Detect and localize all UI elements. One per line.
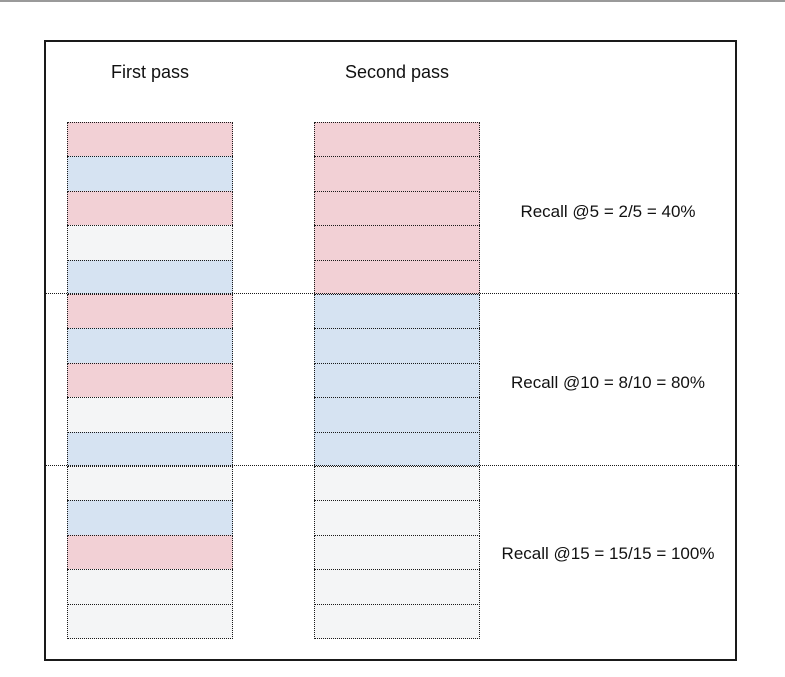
second-pass-column: [314, 122, 480, 640]
result-cell-partial: [314, 362, 480, 399]
result-cell-relevant: [314, 190, 480, 227]
result-cell-irrelevant: [67, 397, 233, 434]
first-pass-column: [67, 122, 233, 640]
result-cell-partial: [67, 156, 233, 193]
divider-at-10: [46, 465, 739, 466]
result-cell-irrelevant: [314, 466, 480, 502]
result-cell-irrelevant: [67, 466, 233, 502]
result-cell-partial: [314, 397, 480, 434]
recall-at-5-label: Recall @5 = 2/5 = 40%: [520, 202, 696, 221]
result-cell-relevant: [67, 534, 233, 571]
recall-at-10-label: Recall @10 = 8/10 = 80%: [511, 373, 705, 392]
result-cell-irrelevant: [67, 569, 233, 606]
first-pass-title: First pass: [110, 62, 189, 82]
result-cell-relevant: [67, 294, 233, 330]
result-cell-partial: [67, 500, 233, 537]
result-cell-partial: [314, 328, 480, 365]
result-cell-partial: [67, 259, 233, 296]
result-cell-relevant: [314, 122, 480, 158]
result-cell-partial: [314, 294, 480, 330]
result-cell-irrelevant: [314, 500, 480, 537]
top-border-line: [0, 0, 785, 2]
result-cell-irrelevant: [314, 569, 480, 606]
result-cell-relevant: [314, 259, 480, 296]
result-cell-partial: [314, 431, 480, 468]
divider-at-5: [46, 293, 739, 294]
result-cell-relevant: [67, 122, 233, 158]
recall-at-15-label: Recall @15 = 15/15 = 100%: [501, 544, 715, 563]
result-cell-relevant: [67, 362, 233, 399]
diagram-frame: First pass Second pass Recall @5 = 2/5 =…: [44, 40, 739, 661]
result-cell-irrelevant: [67, 603, 233, 640]
result-cell-irrelevant: [67, 225, 233, 262]
result-cell-irrelevant: [314, 534, 480, 571]
result-cell-relevant: [67, 190, 233, 227]
result-cell-relevant: [314, 225, 480, 262]
result-cell-irrelevant: [314, 603, 480, 640]
result-cell-relevant: [314, 156, 480, 193]
result-cell-partial: [67, 431, 233, 468]
second-pass-title: Second pass: [344, 62, 450, 82]
result-cell-partial: [67, 328, 233, 365]
